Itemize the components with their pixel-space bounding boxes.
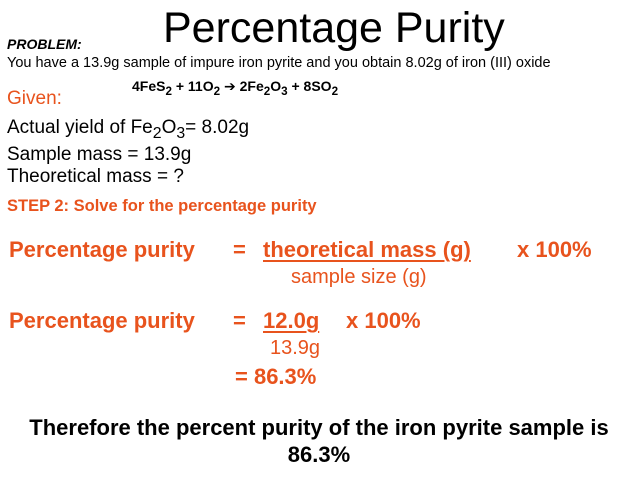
- actual-yield-value: = 8.02g: [185, 117, 250, 138]
- sample-mass: Sample mass = 13.9g: [7, 144, 192, 165]
- eq-reactant1: 4FeS: [132, 78, 166, 94]
- formula-equals: =: [233, 237, 246, 262]
- eq-arrow: ➔: [220, 78, 240, 94]
- eq-product1-o: O: [270, 78, 282, 94]
- problem-text: You have a 13.9g sample of impure iron p…: [7, 55, 551, 71]
- conclusion: Therefore the percent purity of the iron…: [29, 415, 609, 467]
- calc-denominator: 13.9g: [270, 337, 321, 359]
- actual-yield-o: O: [161, 117, 177, 138]
- eq-sub: 2: [331, 84, 339, 98]
- formula-label: Percentage purity: [9, 237, 195, 262]
- calc-numerator: 12.0g: [263, 308, 320, 333]
- calc-result: = 86.3%: [235, 364, 317, 389]
- given-label: Given:: [7, 88, 62, 109]
- formula-multiplier: x 100%: [517, 237, 592, 262]
- problem-label: PROBLEM:: [7, 36, 82, 52]
- eq-product1: 2Fe: [239, 78, 264, 94]
- formula-numerator: theoretical mass (g): [263, 237, 471, 262]
- actual-yield-prefix: Actual yield of Fe: [7, 117, 153, 138]
- eq-sub: 3: [281, 84, 288, 98]
- chemical-equation: 4FeS2 + 11O2 ➔ 2Fe2O3 + 8SO2: [132, 78, 338, 98]
- eq-sub: 2: [263, 84, 271, 98]
- page-title: Percentage Purity: [163, 4, 505, 52]
- actual-yield: Actual yield of Fe2O3= 8.02g: [7, 117, 249, 143]
- actual-yield-sub: 2: [152, 124, 162, 142]
- eq-plus: + 11O: [171, 78, 214, 94]
- step-heading: STEP 2: Solve for the percentage purity: [7, 197, 317, 215]
- eq-sub: 2: [165, 84, 172, 98]
- eq-sub: 2: [213, 84, 221, 98]
- calc-label: Percentage purity: [9, 308, 195, 333]
- calc-multiplier: x 100%: [346, 308, 421, 333]
- formula-denominator: sample size (g): [291, 266, 427, 288]
- theoretical-mass: Theoretical mass = ?: [7, 166, 184, 187]
- calc-equals: =: [233, 308, 246, 333]
- actual-yield-sub: 3: [176, 124, 186, 142]
- eq-product2: + 8SO: [287, 78, 332, 94]
